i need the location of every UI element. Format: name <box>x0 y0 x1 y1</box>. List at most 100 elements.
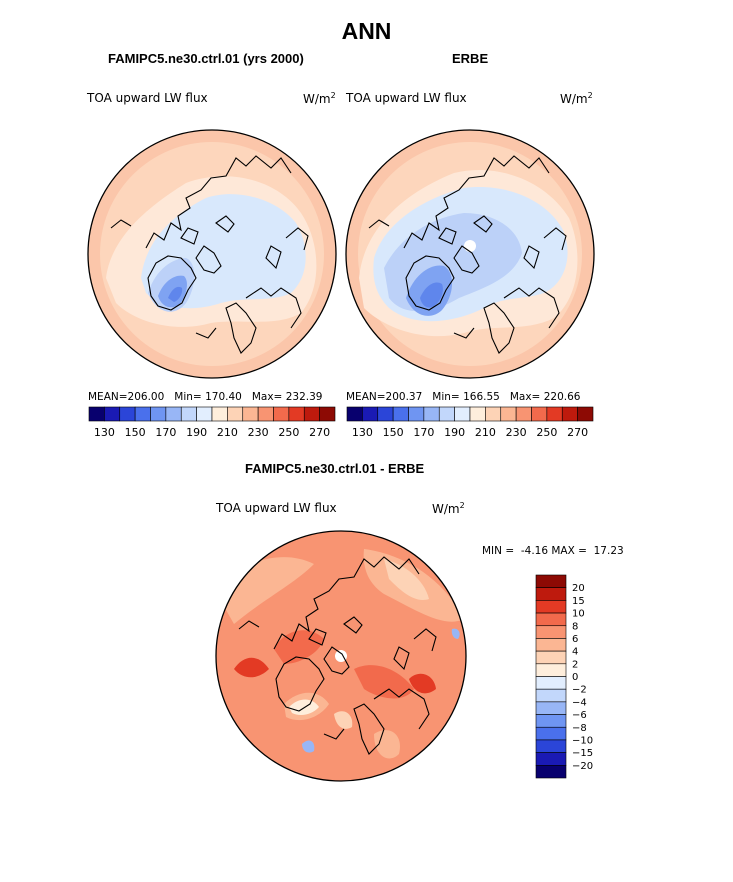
panel1-colorbar-tick-label: 170 <box>155 426 176 439</box>
panel1-colorbar-tick-label: 150 <box>125 426 146 439</box>
panel2-colorbar-tick-label: 130 <box>352 426 373 439</box>
panel1-colorbar-swatch <box>180 406 197 422</box>
panel3-patch-n <box>451 628 460 639</box>
panel3-colorbar-tick-label: 20 <box>572 583 585 594</box>
panel2-stats: MEAN=200.37 Min= 166.55 Max= 220.66 <box>346 391 581 403</box>
panel2-title: ERBE <box>452 51 489 66</box>
panel1-colorbar: 130 150 170 190 210 230 250 270 <box>88 406 336 439</box>
panel1-colorbar-tick-label: 130 <box>94 426 115 439</box>
panel2-border <box>345 129 595 379</box>
panel3-colorbar-swatch <box>535 587 567 601</box>
panel3-colorbar-swatch <box>535 765 567 779</box>
panel3-colorbar-swatch <box>535 625 567 639</box>
panel1-stats: MEAN=206.00 Min= 170.40 Max= 232.39 <box>88 391 323 403</box>
panel3-colorbar-swatch <box>535 701 567 715</box>
panel2-colorbar-swatch <box>408 406 425 422</box>
panel2-colorbar: 130 150 170 190 210 230 250 270 <box>346 406 594 439</box>
panel1-field <box>88 130 336 378</box>
panel2-pole-hole <box>464 240 476 252</box>
panel3-colorbar-tick-label: −8 <box>572 723 587 734</box>
panel3-patch-c <box>384 559 429 600</box>
panel1-colorbar-swatch <box>288 406 305 422</box>
panel3-colorbar-tick-label: −6 <box>572 710 587 721</box>
panel3-map <box>215 530 467 782</box>
panel2-field <box>346 130 594 378</box>
panel3-colorbar-tick-label: −15 <box>572 748 593 759</box>
panel3-colorbar-swatch <box>535 650 567 665</box>
panel3-colorbar-swatch <box>535 600 567 614</box>
panel1-colorbar-tick-label: 210 <box>217 426 238 439</box>
panel1-variable: TOA upward LW flux <box>87 91 208 105</box>
panel2-map <box>345 129 595 379</box>
panel3-colorbar-tick-label: 15 <box>572 596 585 607</box>
panel2-colorbar-swatch <box>485 406 502 422</box>
panel3-title: FAMIPC5.ne30.ctrl.01 - ERBE <box>245 461 425 476</box>
panel1-map <box>87 129 337 379</box>
panel1-colorbar-swatch <box>257 406 274 422</box>
panel3-colorbar-swatch <box>535 752 567 766</box>
panel1-colorbar-swatch <box>211 406 228 422</box>
panel3-colorbar-swatch <box>535 612 567 627</box>
panel2-colorbar-swatch <box>500 406 517 422</box>
panel1-greenland-min <box>168 286 183 302</box>
panel1-colorbar-tick-label: 190 <box>186 426 207 439</box>
panel2-colorbar-swatch <box>392 406 409 422</box>
panel3-coastlines <box>238 556 437 755</box>
panel3-colorbar-tick-label: −4 <box>572 697 587 708</box>
panel1-colorbar-swatch <box>319 406 336 422</box>
panel2-colorbar-swatch <box>423 406 440 422</box>
panel1-units: W/m2 <box>303 91 336 106</box>
panel2-colorbar-swatch <box>346 406 363 422</box>
panel2-colorbar-swatch <box>561 406 578 422</box>
panel3-colorbar-swatch <box>535 676 567 690</box>
panel2-colorbar-tick-label: 270 <box>567 426 588 439</box>
panel2-units: W/m2 <box>560 91 593 106</box>
panel3-patch-j <box>302 740 315 753</box>
panel3-colorbar-tick-label: 4 <box>572 647 578 658</box>
panel3-colorbar-tick-label: 2 <box>572 659 578 670</box>
panel3-patch-g <box>409 673 436 694</box>
panel3-patch-d <box>274 630 324 664</box>
panel1-colorbar-swatches <box>88 406 336 422</box>
panel3-pole-hole <box>335 650 347 662</box>
panel1-colorbar-swatch <box>303 406 320 422</box>
panel2-colorbar-swatch <box>438 406 455 422</box>
panel2-colorbar-tick-label: 210 <box>475 426 496 439</box>
panel2-colorbar-swatch <box>515 406 532 422</box>
panel3-stats: MIN = -4.16 MAX = 17.23 <box>482 545 624 557</box>
panel3-colorbar-tick-label: 8 <box>572 621 578 632</box>
panel3-patch-k <box>334 711 353 729</box>
panel1-colorbar-swatch <box>119 406 136 422</box>
panel1-title: FAMIPC5.ne30.ctrl.01 (yrs 2000) <box>108 51 304 66</box>
panel3-border <box>215 530 467 782</box>
panel2-colorbar-swatch <box>362 406 379 422</box>
panel3-colorbar-tick-label: 10 <box>572 609 585 620</box>
panel3-colorbar-tick-label: 6 <box>572 634 578 645</box>
panel2-greenland-core <box>420 282 443 308</box>
panel3-colorbar-tick-label: −10 <box>572 735 593 746</box>
panel2-colorbar-swatch <box>546 406 563 422</box>
panel1-colorbar-swatch <box>88 406 105 422</box>
figure-title: ANN <box>341 18 392 44</box>
panel2-colorbar-labels: 130 150 170 190 210 230 250 270 <box>352 426 588 439</box>
panel2-colorbar-tick-label: 170 <box>413 426 434 439</box>
panel1-colorbar-swatch <box>242 406 259 422</box>
panel3-colorbar-tick-label: −20 <box>572 761 593 772</box>
panel3-units: W/m2 <box>432 501 465 516</box>
panel1-colorbar-swatch <box>273 406 290 422</box>
panel3-colorbar-swatch <box>535 688 567 703</box>
panel1-colorbar-tick-label: 270 <box>309 426 330 439</box>
panel1-colorbar-tick-label: 250 <box>278 426 299 439</box>
panel2-colorbar-tick-label: 190 <box>444 426 465 439</box>
panel2-colorbar-swatch <box>454 406 471 422</box>
panel2-colorbar-swatch <box>377 406 394 422</box>
panel1-colorbar-labels: 130 150 170 190 210 230 250 270 <box>94 426 330 439</box>
panel1-colorbar-swatch <box>165 406 182 422</box>
panel1-colorbar-swatch <box>227 406 244 422</box>
panel3-colorbar-tick-label: −2 <box>572 685 587 696</box>
panel1-colorbar-swatch <box>104 406 121 422</box>
panel3-field <box>216 531 466 781</box>
panel1-colorbar-swatch <box>134 406 151 422</box>
